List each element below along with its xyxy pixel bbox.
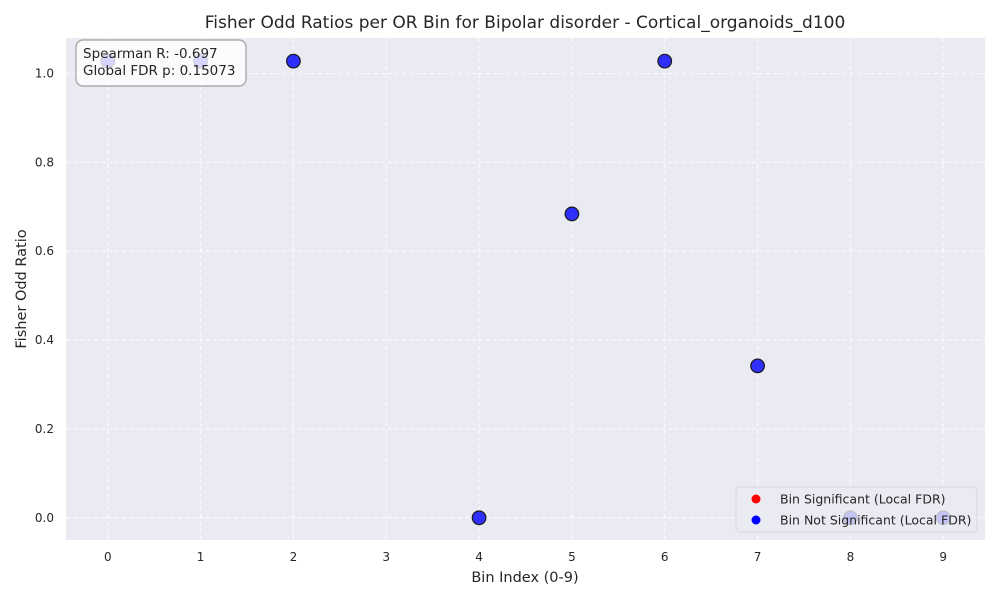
y-tick-label: 1.0 bbox=[35, 67, 54, 81]
legend-marker-not-significant bbox=[751, 515, 761, 525]
y-axis-ticks: 0.0 0.2 0.4 0.6 0.8 1.0 bbox=[35, 67, 54, 525]
legend-label-significant: Bin Significant (Local FDR) bbox=[780, 492, 946, 507]
not-significant-point bbox=[564, 206, 580, 222]
x-tick-label: 1 bbox=[197, 550, 205, 564]
x-tick-label: 4 bbox=[475, 550, 483, 564]
legend-label-not-significant: Bin Not Significant (Local FDR) bbox=[780, 513, 971, 528]
x-axis-label: Bin Index (0-9) bbox=[471, 570, 578, 586]
x-tick-label: 9 bbox=[939, 550, 947, 564]
x-tick-label: 0 bbox=[104, 550, 112, 564]
fdr-annotation: Global FDR p: 0.15073 bbox=[83, 63, 235, 79]
plot-area bbox=[66, 38, 985, 540]
legend-marker-significant bbox=[751, 494, 761, 504]
y-tick-label: 0.4 bbox=[35, 333, 54, 347]
legend-box bbox=[735, 486, 978, 533]
x-tick-label: 8 bbox=[847, 550, 855, 564]
not-significant-point bbox=[471, 510, 487, 526]
not-significant-point bbox=[750, 358, 765, 374]
not-significant-point bbox=[286, 53, 301, 69]
y-tick-label: 0.0 bbox=[35, 511, 54, 525]
not-significant-point bbox=[657, 53, 673, 69]
stats-annotation-box bbox=[75, 39, 247, 87]
y-tick-label: 0.2 bbox=[35, 422, 54, 436]
x-tick-label: 3 bbox=[382, 550, 390, 564]
x-tick-label: 5 bbox=[568, 550, 576, 564]
y-axis-label: Fisher Odd Ratio bbox=[14, 229, 30, 348]
legend: Bin Significant (Local FDR) Bin Not Sign… bbox=[735, 486, 978, 533]
spearman-annotation: Spearman R: -0.697 bbox=[83, 46, 218, 62]
y-tick-label: 0.6 bbox=[35, 244, 54, 258]
x-tick-label: 6 bbox=[661, 550, 669, 564]
x-tick-label: 7 bbox=[754, 550, 762, 564]
x-tick-label: 2 bbox=[290, 550, 298, 564]
x-axis-ticks: 0 1 2 3 4 5 6 7 8 9 bbox=[104, 550, 947, 564]
chart-title: Fisher Odd Ratios per OR Bin for Bipolar… bbox=[205, 13, 846, 33]
y-tick-label: 0.8 bbox=[35, 155, 54, 169]
stats-annotation: Spearman R: -0.697 Global FDR p: 0.15073 bbox=[75, 39, 247, 87]
